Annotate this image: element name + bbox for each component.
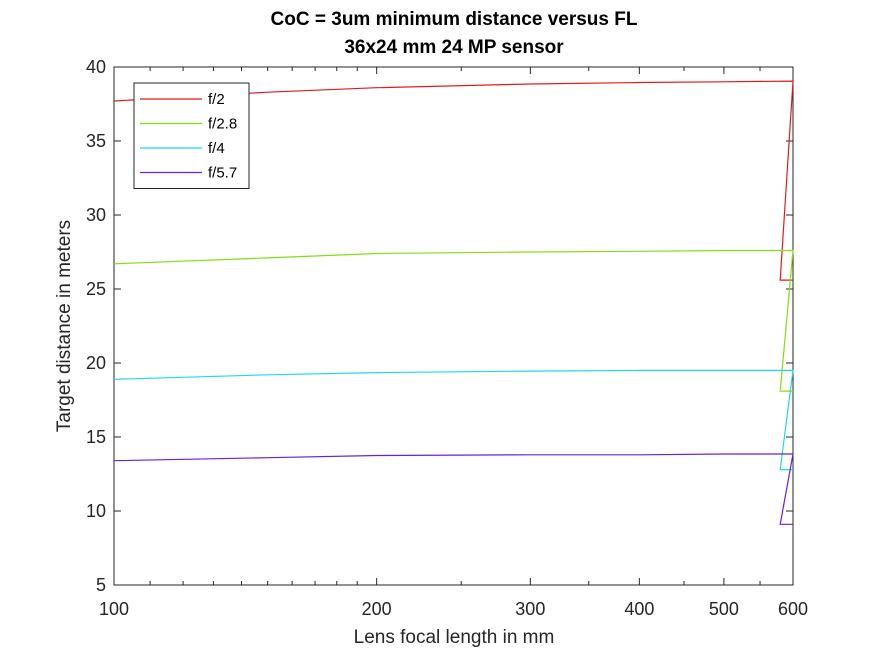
x-tick-label: 400 [624,599,654,619]
legend: f/2 f/2.8 f/4 f/5.7 [133,82,250,189]
y-tick-label: 40 [86,57,106,77]
y-tick-label: 10 [86,501,106,521]
legend-box [133,82,250,189]
x-tick-label: 200 [362,599,392,619]
x-tick-label: 600 [778,599,808,619]
y-tick-label: 35 [86,131,106,151]
y-axis-label: Target distance in meters [54,220,75,432]
x-tick-label: 300 [515,599,545,619]
x-axis-label: Lens focal length in mm [354,627,555,648]
legend-label: f/2.8 [208,116,237,133]
x-tick-label: 500 [709,599,739,619]
y-tick-label: 15 [86,427,106,447]
x-axis: 100 200 300 400 500 600 [99,67,808,619]
series-line [113,80,794,281]
series-line [113,369,794,471]
legend-label: f/5.7 [208,165,237,182]
y-tick-label: 30 [86,205,106,225]
chart-title: CoC = 3um minimum distance versus FL [271,9,638,30]
series-line [113,249,794,392]
legend-label: f/4 [208,140,225,157]
series-line [113,453,794,525]
y-tick-label: 20 [86,353,106,373]
chart-subtitle: 36x24 mm 24 MP sensor [344,37,564,58]
y-tick-label: 5 [96,575,106,595]
series-lines [113,80,794,525]
x-tick-label: 100 [99,599,129,619]
y-tick-label: 25 [86,279,106,299]
legend-label: f/2 [208,91,225,108]
